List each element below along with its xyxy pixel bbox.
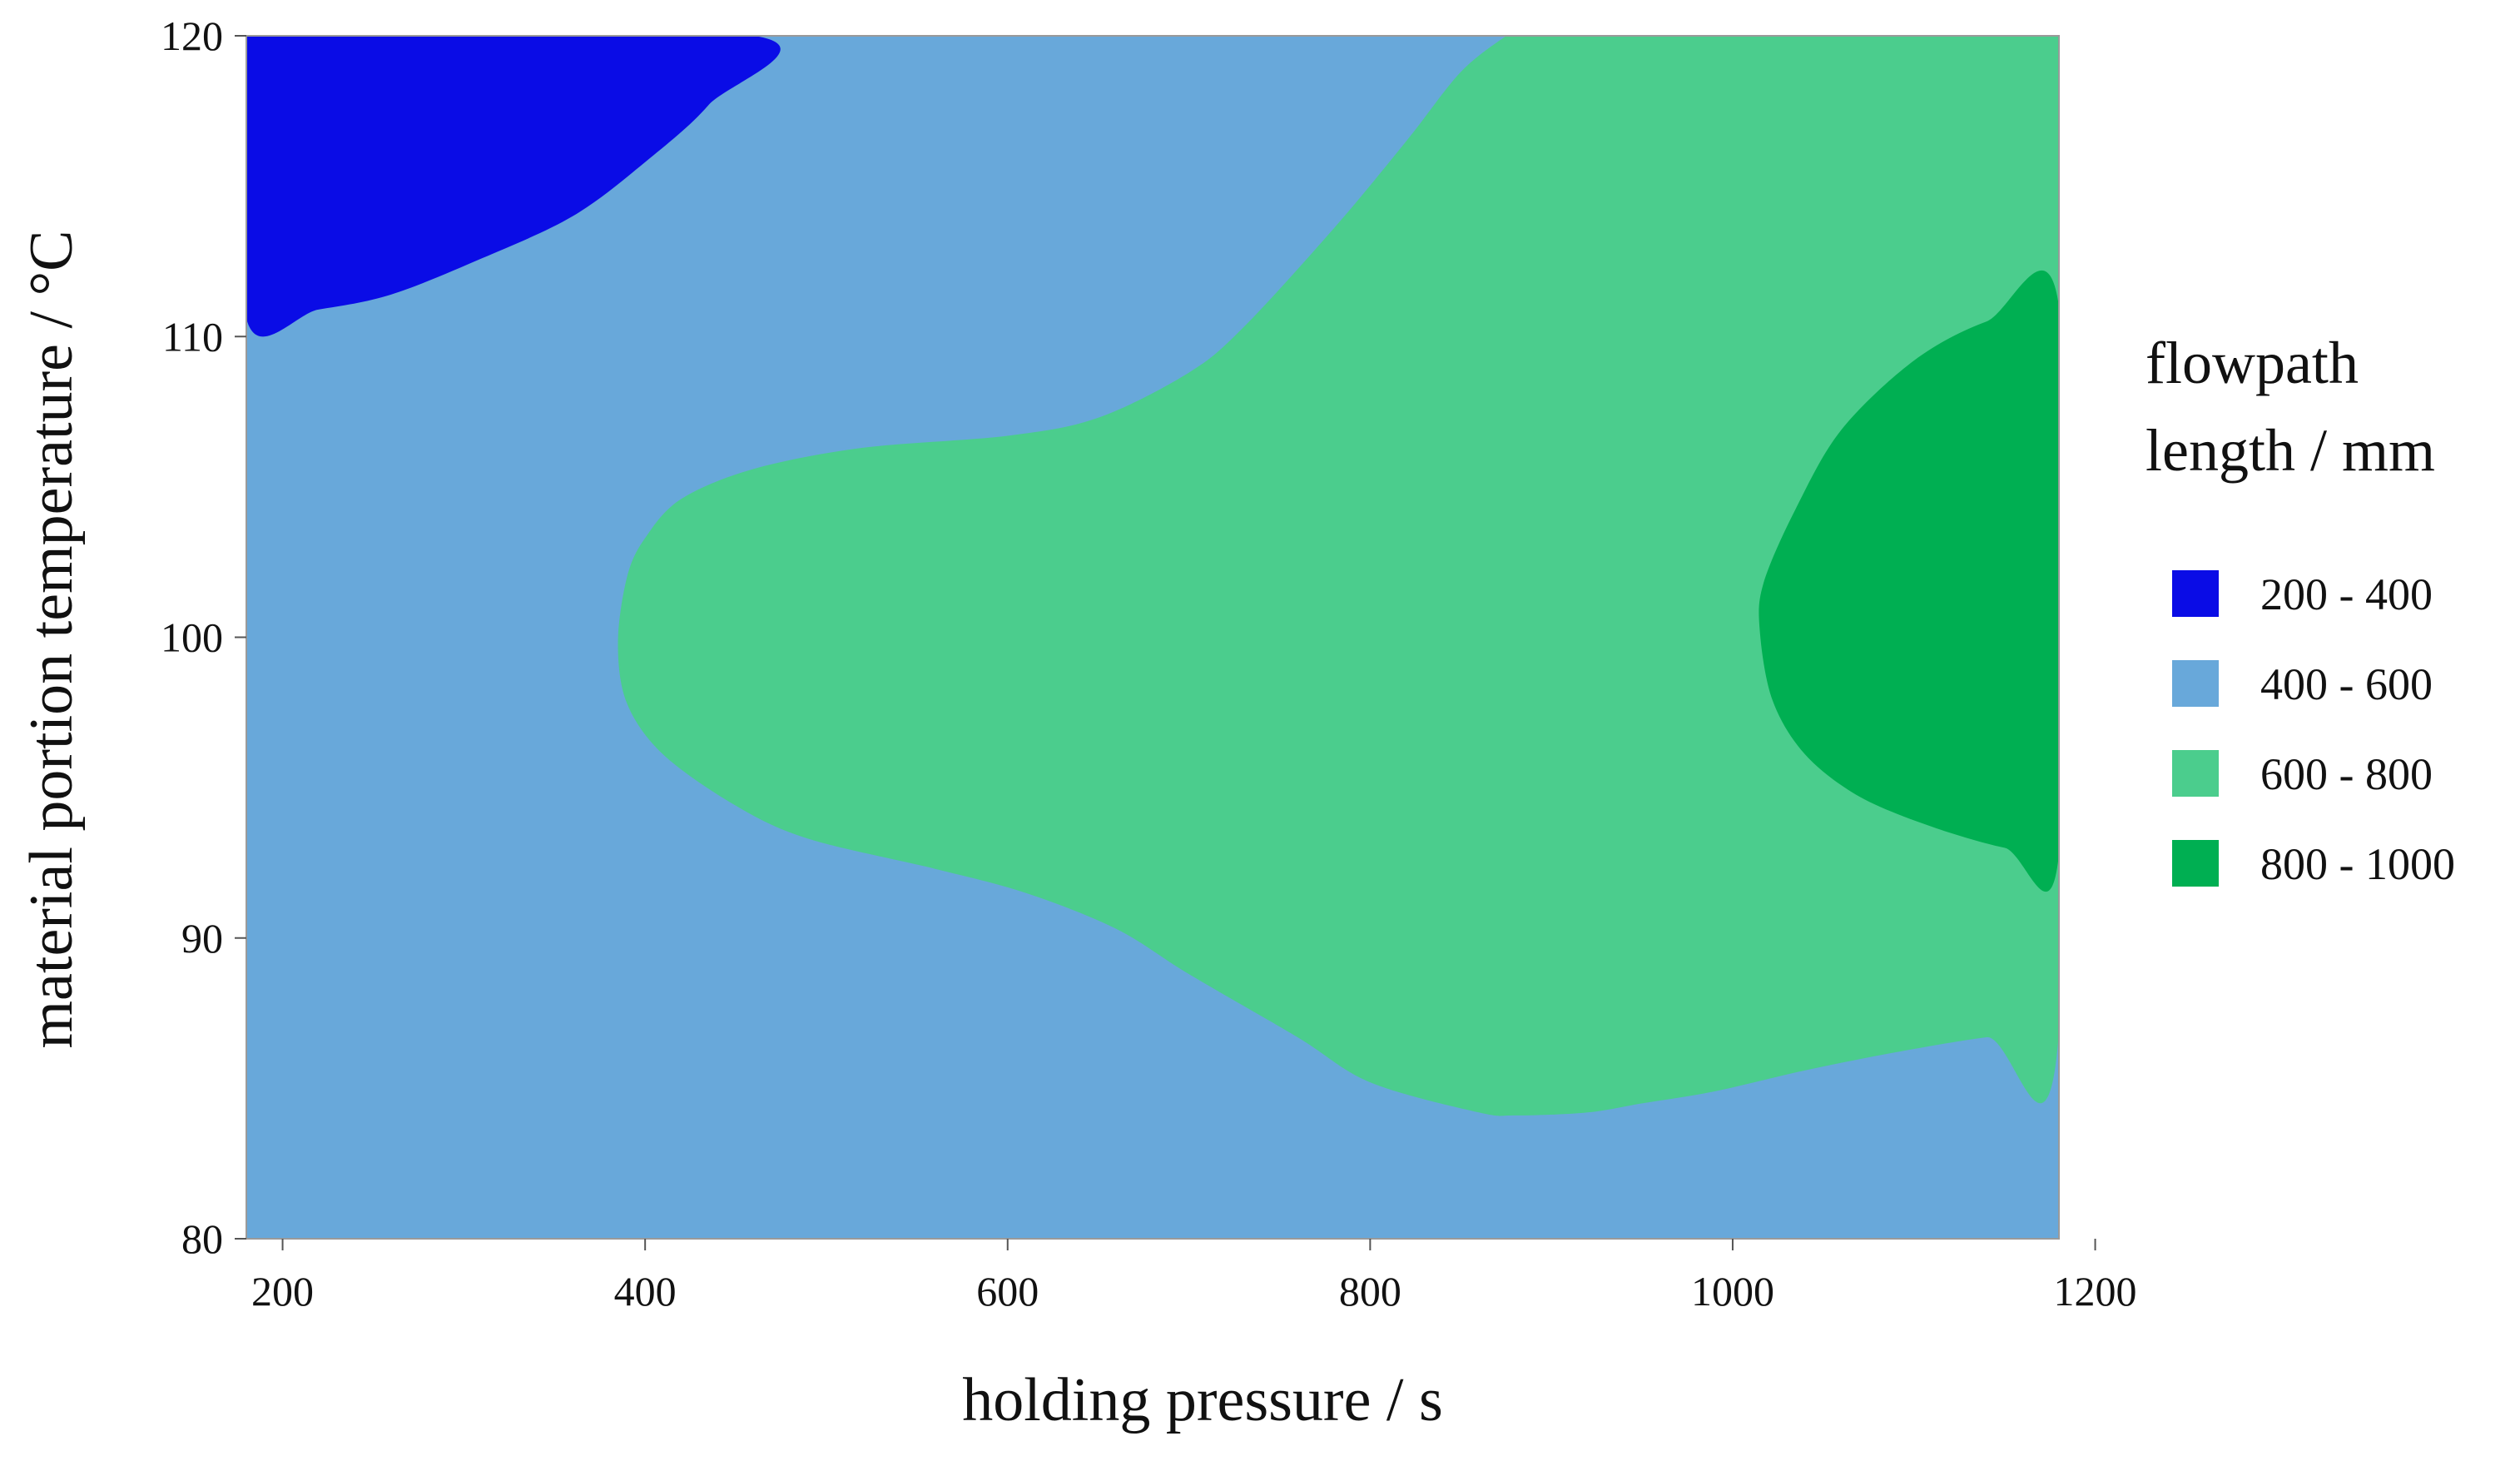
x-tick-label: 200 xyxy=(251,1268,314,1314)
x-tick-label: 1000 xyxy=(1691,1268,1774,1314)
legend-swatch xyxy=(2172,660,2219,707)
x-tick-label: 1200 xyxy=(2054,1268,2137,1314)
legend-swatch xyxy=(2172,570,2219,617)
y-tick-label: 100 xyxy=(161,614,223,661)
legend-title-line-2: length / mm xyxy=(2145,417,2435,484)
legend-label: 200 - 400 xyxy=(2260,569,2433,619)
legend-swatch xyxy=(2172,840,2219,887)
legend: flowpath length / mm 200 - 400 400 - 600 6… xyxy=(2145,330,2455,889)
contour-region-800-1000 xyxy=(1759,270,2059,892)
legend-swatch xyxy=(2172,750,2219,797)
contour-region-200-400 xyxy=(246,36,781,337)
legend-label: 800 - 1000 xyxy=(2260,839,2455,889)
x-axis-title: holding pressure / s xyxy=(962,1366,1443,1434)
y-axis-title: material portion temperature / °C xyxy=(17,230,86,1048)
legend-label: 600 - 800 xyxy=(2260,749,2433,799)
axes: 200 400 600 800 1000 1200 80 90 100 110 120 xyxy=(161,12,2137,1314)
y-tick-label: 120 xyxy=(161,12,223,59)
x-tick-label: 600 xyxy=(976,1268,1039,1314)
contour-region-600-800 xyxy=(618,36,2059,1116)
x-tick-label: 800 xyxy=(1339,1268,1401,1314)
x-tick-label: 400 xyxy=(614,1268,677,1314)
plot-area xyxy=(246,36,2059,1239)
y-tick-label: 110 xyxy=(162,313,223,360)
legend-title-line-1: flowpath xyxy=(2145,330,2359,396)
y-tick-label: 80 xyxy=(181,1215,223,1262)
legend-label: 400 - 600 xyxy=(2260,659,2433,709)
y-tick-label: 90 xyxy=(181,915,223,962)
